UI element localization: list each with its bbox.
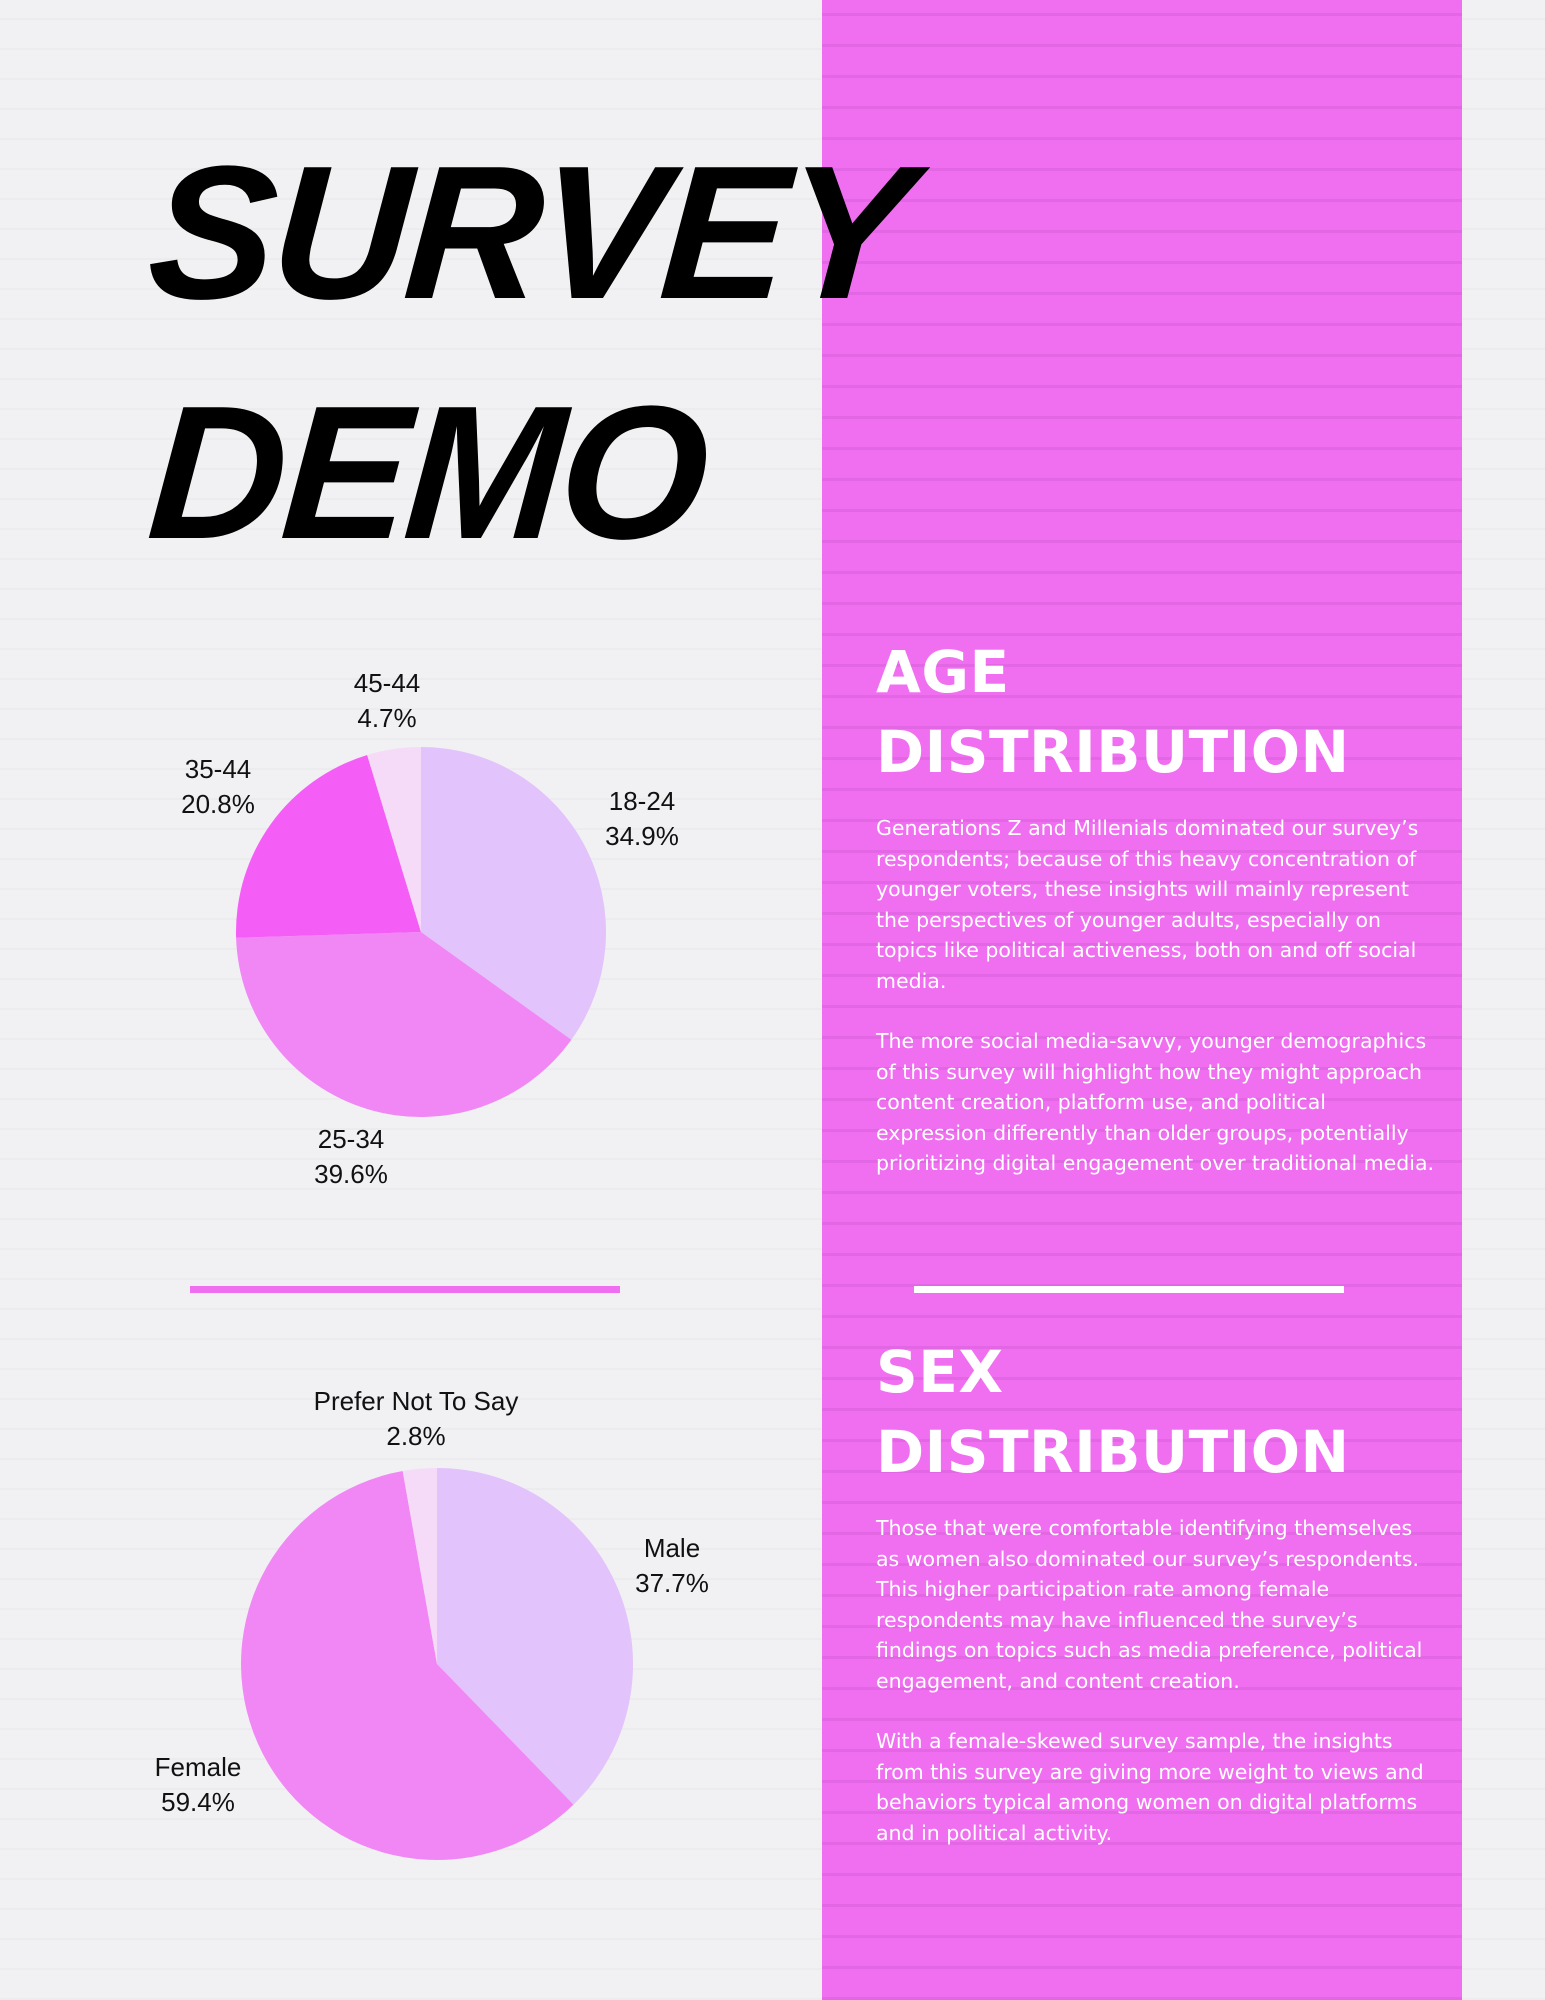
sex-value-prefer-not-to-say: 2.8%	[386, 1421, 445, 1451]
age-value-25-34: 39.6%	[314, 1159, 388, 1189]
age-section-body: Generations Z and Millenials dominated o…	[876, 813, 1436, 1209]
age-value-35-44: 20.8%	[181, 789, 255, 819]
age-heading-line-1: AGE	[876, 638, 1010, 706]
age-value-45-44: 4.7%	[357, 703, 416, 733]
age-label-45-44: 45-44	[354, 668, 421, 698]
sex-section-heading: SEX DISTRIBUTION	[876, 1332, 1436, 1492]
page-title-line-2: DEMO	[143, 378, 710, 568]
age-distribution-pie-chart: 18-24 34.9% 25-34 39.6% 35-44 20.8% 45-44 4.7%	[180, 660, 740, 1220]
age-label-18-24: 18-24	[609, 786, 676, 816]
age-value-18-24: 34.9%	[605, 821, 679, 851]
age-section-heading: AGE DISTRIBUTION	[876, 632, 1436, 792]
right-divider	[914, 1286, 1344, 1293]
age-label-25-34: 25-34	[318, 1124, 385, 1154]
sex-section-body: Those that were comfortable identifying …	[876, 1513, 1436, 1878]
age-heading-line-2: DISTRIBUTION	[876, 718, 1350, 786]
page-title-line-1: SURVEY	[143, 138, 914, 328]
sex-heading-line-1: SEX	[876, 1338, 1004, 1406]
sex-paragraph-1: Those that were comfortable identifying …	[876, 1513, 1436, 1696]
age-label-35-44: 35-44	[185, 754, 252, 784]
age-paragraph-1: Generations Z and Millenials dominated o…	[876, 813, 1436, 996]
sex-label-male: Male	[644, 1533, 700, 1563]
sex-value-female: 59.4%	[161, 1787, 235, 1817]
sex-distribution-pie-chart: Male 37.7% Female 59.4% Prefer Not To Say 2.8…	[120, 1380, 760, 1880]
sex-heading-line-2: DISTRIBUTION	[876, 1418, 1350, 1486]
sex-paragraph-2: With a female-skewed survey sample, the …	[876, 1726, 1436, 1848]
sex-label-prefer-not-to-say: Prefer Not To Say	[314, 1386, 519, 1416]
left-divider	[190, 1286, 620, 1293]
sex-value-male: 37.7%	[635, 1568, 709, 1598]
sex-label-female: Female	[155, 1752, 242, 1782]
age-paragraph-2: The more social media-savvy, younger dem…	[876, 1026, 1436, 1179]
